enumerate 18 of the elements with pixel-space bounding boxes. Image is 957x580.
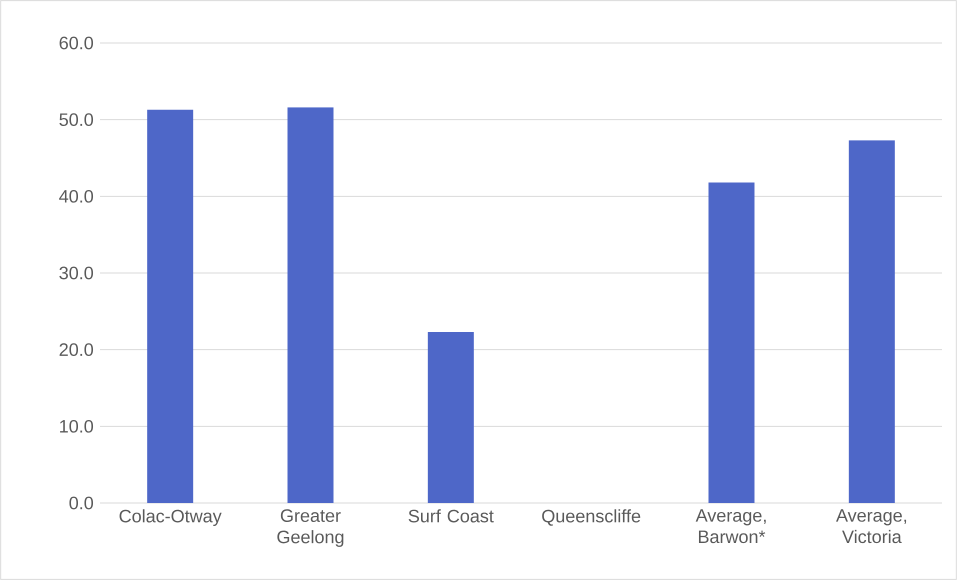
x-tick-label: Surf Coast [408,509,494,522]
bar [147,110,194,503]
y-tick-label: 10.0 [60,420,94,433]
x-tick-label: Colac-Otway [120,509,222,526]
x-tick-label: Average, Victoria [836,509,906,544]
y-tick-label: 60.0 [60,36,94,50]
y-tick-label: 40.0 [59,190,94,203]
bar [708,182,754,503]
bar [288,107,334,503]
bar [848,140,895,503]
x-tick-label: Queenscliffe [542,509,640,526]
y-tick-label: 50.0 [59,113,94,126]
x-tick-label: Greater Geelong [277,509,344,547]
bar [428,332,474,503]
x-tick-label: Average, Barwon* [696,509,766,544]
y-tick-label: 20.0 [60,343,94,356]
y-tick-label: 30.0 [59,266,94,280]
y-tick-label: 0.0 [69,496,94,510]
